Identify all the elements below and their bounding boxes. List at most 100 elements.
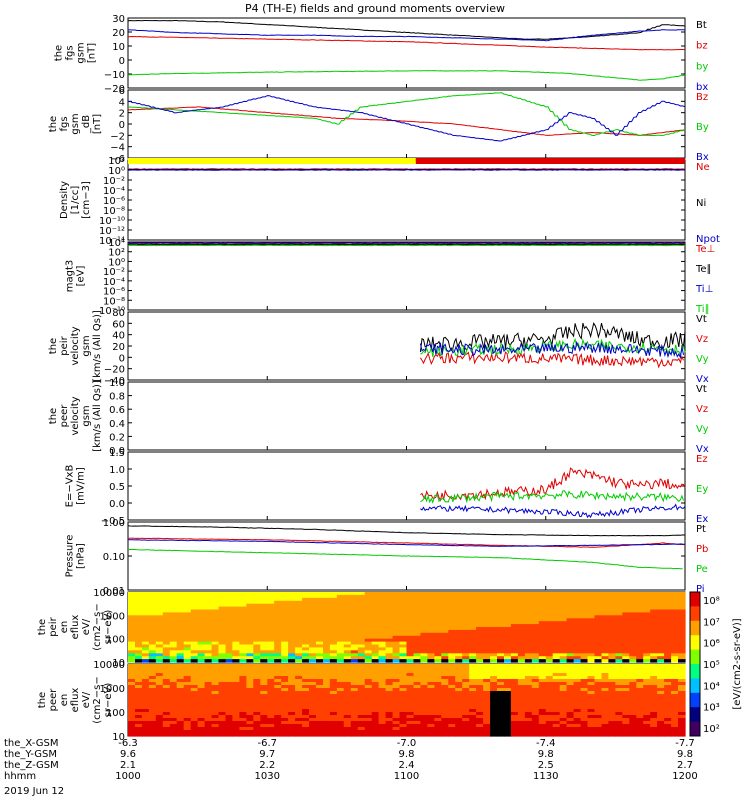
y-tick-label: 10⁻⁶ xyxy=(103,196,125,207)
legend-label: Ti∥ xyxy=(695,304,710,315)
x-axis-row-value: 2.7 xyxy=(677,760,693,771)
y-axis-label: Density xyxy=(59,181,70,219)
y-tick-label: 10⁻⁸ xyxy=(103,296,125,307)
legend-label: Pb xyxy=(696,544,708,555)
x-axis-row-value: -7.7 xyxy=(675,738,695,749)
y-tick-label: 10 xyxy=(112,732,125,743)
y-tick-label: 1.5 xyxy=(109,448,125,459)
y-tick-label: −10 xyxy=(104,70,125,81)
y-tick-label: 10⁰ xyxy=(108,257,125,268)
y-axis-label: gsm xyxy=(70,113,81,134)
colorbar-tick-label: 10³ xyxy=(703,703,720,714)
legend-label: Pe xyxy=(696,564,708,575)
y-tick-label: 2 xyxy=(119,109,125,120)
y-axis-label: (cm2−s− xyxy=(92,603,103,650)
figure-title: P4 (TH-E) fields and ground moments over… xyxy=(245,2,505,15)
colorbar-band xyxy=(690,620,700,636)
legend-label: Npot xyxy=(696,234,720,245)
spectrogram-cells-9 xyxy=(128,664,686,737)
y-axis-label: en xyxy=(59,694,70,707)
x-axis-row-value: 2.1 xyxy=(120,760,136,771)
y-axis-label: [km/s (All Qs)] xyxy=(92,310,103,382)
y-tick-label: 100 xyxy=(106,708,125,719)
y-tick-label: 0.0 xyxy=(109,499,125,510)
y-tick-label: 10⁰ xyxy=(108,166,125,177)
colorbar-tick-label: 10⁴ xyxy=(703,681,720,692)
y-tick-label: 10² xyxy=(108,156,125,167)
colorbar-band xyxy=(690,707,700,723)
y-axis-label: [nPa] xyxy=(76,543,87,569)
y-tick-label: 1.0 xyxy=(109,378,125,389)
x-axis-row-value: -6.7 xyxy=(257,738,277,749)
series-line-by xyxy=(127,70,686,81)
y-axis-label: [nT] xyxy=(92,114,103,134)
y-axis-label: [cm−3] xyxy=(81,181,92,219)
series-line-Pi xyxy=(127,539,686,547)
x-axis-row-value: 1130 xyxy=(533,771,558,782)
y-axis-label: the xyxy=(48,338,59,354)
y-tick-label: −4 xyxy=(110,143,125,154)
y-tick-label: 10⁻⁴ xyxy=(103,277,125,288)
y-tick-label: −6 xyxy=(110,154,125,165)
y-tick-label: 1000 xyxy=(100,611,125,622)
legend-label: Ey xyxy=(696,484,708,495)
colorbar-band xyxy=(690,606,700,622)
colorbar-band xyxy=(690,635,700,651)
y-tick-label: −2 xyxy=(110,131,125,142)
x-axis-row-value: 9.7 xyxy=(259,749,275,760)
y-tick-label: 0 xyxy=(119,56,125,67)
colorbar-band xyxy=(690,592,700,607)
y-tick-label: 0 xyxy=(119,120,125,131)
series-line-bz xyxy=(127,35,686,51)
y-axis-label: eflux xyxy=(70,615,81,640)
series-line-Bz xyxy=(127,106,686,136)
legend-label: Pi xyxy=(696,584,705,595)
y-tick-label: 0.6 xyxy=(109,405,125,416)
series-line-Pb xyxy=(127,537,686,548)
y-axis-label: sr−eV) xyxy=(103,610,114,645)
series-line-bx xyxy=(128,29,686,42)
colorbar-tick-label: 10² xyxy=(703,724,720,735)
y-tick-label: −40 xyxy=(104,376,125,387)
y-tick-label: 6 xyxy=(119,86,125,97)
colorbar-tick-label: 10⁵ xyxy=(703,660,720,671)
x-axis-row-label: the_Z-GSM xyxy=(4,760,59,771)
legend-label: Vz xyxy=(696,334,708,345)
y-tick-label: 10⁻² xyxy=(103,267,125,278)
y-axis-label: peir xyxy=(48,616,59,636)
series-line-Ey xyxy=(420,490,684,504)
legend-label: Vy xyxy=(696,354,709,365)
y-axis-label: [km/s (All Qs)] xyxy=(92,380,103,452)
colorbar-tick-label: 10⁷ xyxy=(703,617,720,628)
series-line-Vz xyxy=(419,350,684,369)
series-line-Bx xyxy=(128,95,686,142)
y-tick-label: 10⁻² xyxy=(103,176,125,187)
colorbar-band xyxy=(690,678,700,694)
legend-label: Vy xyxy=(696,424,709,435)
series-line-Pt xyxy=(127,525,686,537)
y-axis-label: E=−VxB xyxy=(65,465,76,508)
y-tick-label: 10⁻¹⁴ xyxy=(99,236,125,247)
x-axis-row-label: the_X-GSM xyxy=(4,738,58,749)
y-tick-label: 80 xyxy=(112,308,125,319)
legend-label: By xyxy=(696,122,709,133)
x-axis-row-value: 2.4 xyxy=(399,760,415,771)
y-tick-label: 10 xyxy=(112,42,125,53)
y-tick-label: 10000 xyxy=(93,660,125,671)
y-tick-label: 10⁻⁸ xyxy=(103,206,125,217)
y-axis-label: eflux xyxy=(70,688,81,713)
legend-label: Vz xyxy=(696,404,708,415)
y-axis-label: Pressure xyxy=(65,535,76,578)
y-axis-label: [mV/m] xyxy=(76,467,87,505)
y-axis-label: magt3 xyxy=(65,260,76,293)
legend-label: Te∥ xyxy=(695,264,712,275)
legend-label: Ni xyxy=(696,198,706,209)
series-line-Ex xyxy=(420,503,686,519)
y-tick-label: 20 xyxy=(112,28,125,39)
x-axis-row-value: -7.4 xyxy=(536,738,556,749)
y-axis-label: eV/ xyxy=(81,691,92,708)
y-tick-label: 30 xyxy=(112,14,125,25)
colorbar-label: [eV/(cm2-s-sr-eV)] xyxy=(732,618,743,709)
y-axis-label: the xyxy=(37,692,48,708)
x-axis-row-value: 1100 xyxy=(394,771,419,782)
